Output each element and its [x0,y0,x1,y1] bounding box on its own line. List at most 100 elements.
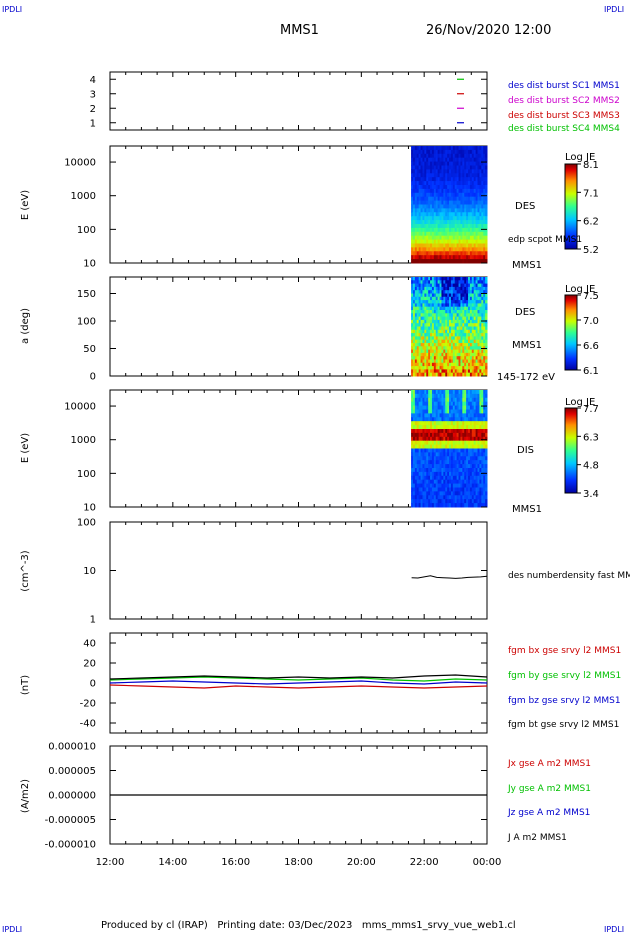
spectrogram-cell [424,153,427,159]
spectrogram-cell [433,220,437,225]
spectrogram-cell [477,390,480,395]
spectrogram-cell [456,346,460,351]
spectrogram-cell [481,409,484,414]
y-tick-label: -20 [80,699,96,710]
spectrogram-cell [418,452,422,457]
spectrogram-cell [435,346,439,351]
spectrogram-cell [481,436,484,442]
spectrogram-cell [428,397,431,403]
spectrogram-cell [435,196,439,202]
spectrogram-cell [430,313,433,318]
spectrogram-cell [426,440,429,446]
spectrogram-cell [426,316,429,321]
spectrogram-cell [452,181,456,186]
spectrogram-cell [450,173,454,178]
spectrogram-cell [435,460,439,465]
spectrogram-cell [414,227,418,233]
spectrogram-cell [462,220,465,225]
spectrogram-cell [462,397,465,403]
spectrogram-cell [422,235,425,241]
spectrogram-cell [450,456,454,461]
spectrogram-cell [418,255,422,260]
spectrogram-cell [443,319,446,324]
spectrogram-cell [464,436,467,442]
spectrogram-cell [418,157,422,163]
spectrogram-cell [414,165,418,170]
spectrogram-cell [431,452,435,457]
spectrogram-cell [445,188,448,194]
spectrogram-cell [433,306,437,311]
spectrogram-cell [426,487,429,492]
spectrogram-cell [411,417,414,422]
spectrogram-cell [441,220,444,225]
spectrogram [411,390,488,508]
spectrogram-cell [431,216,435,221]
spectrogram-cell [460,343,463,347]
spectrogram-cell [416,464,420,469]
spectrogram-cell [426,200,429,205]
spectrogram-cell [418,352,422,357]
spectrogram-cell [468,413,471,418]
spectrogram-cell [469,173,473,178]
spectrogram-cell [435,259,439,264]
y-tick-label: 10000 [64,402,96,413]
spectrogram-cell [452,239,456,244]
spectrogram-cell [433,444,437,449]
spectrogram-cell [447,503,450,508]
spectrogram-cell [435,349,439,354]
spectrogram-cell [441,448,444,453]
spectrogram-cell [481,235,484,241]
spectrogram-cell [443,336,446,341]
spectrogram-cell [430,413,433,418]
spectrogram-cell [424,503,427,508]
spectrogram-cell [456,456,460,461]
spectrogram-cell [462,277,465,281]
spectrogram-cell [468,359,471,364]
spectrogram-cell [441,329,444,334]
spectrogram-cell [483,319,486,324]
spectrogram-cell [426,483,429,488]
spectrogram-cell [464,405,467,410]
spectrogram-cell [471,212,475,217]
spectrogram-cell [428,369,431,374]
spectrogram-cell [428,310,431,314]
spectrogram-cell [411,227,414,233]
spectrogram-cell [416,259,420,264]
spectrogram-cell [411,336,414,341]
spectrogram-cell [411,436,414,442]
spectrogram-cell [428,319,431,324]
spectrogram-cell [447,336,450,341]
spectrogram-cell [479,475,482,481]
spectrogram-cell [471,456,475,461]
spectrogram-cell [411,372,414,377]
spectrogram-cell [462,417,465,422]
spectrogram-cell [437,177,441,182]
spectrogram-cell [428,300,431,304]
spectrogram-cell [481,359,484,364]
spectrogram-cell [452,227,456,233]
legend-bz: fgm bz gse srvy l2 MMS1 [508,696,621,706]
spectrogram-cell [412,161,416,166]
spectrogram-cell [469,319,473,324]
spectrogram-cell [411,212,414,217]
spectrogram-cell [420,429,423,434]
spectrogram-cell [426,277,429,281]
spectrogram-cell [428,296,431,301]
spectrogram-cell [479,173,482,178]
spectrogram-cell [411,181,414,186]
spectrogram-cell [483,499,486,504]
spectrogram-cell [437,227,441,233]
spectrogram-cell [469,313,473,318]
spectrogram-cell [473,471,477,477]
spectrogram-cell [460,196,463,202]
spectrogram-cell [441,417,444,422]
spectrogram-cell [454,146,458,151]
spectrogram-cell [466,313,469,318]
spectrogram-cell [412,483,416,488]
spectrogram-cell [454,277,458,281]
spectrogram-cell [420,349,423,354]
spectrogram-cell [437,316,441,321]
spectrogram-cell [456,247,460,252]
spectrogram-cell [449,243,452,248]
spectrogram-cell [468,483,471,488]
